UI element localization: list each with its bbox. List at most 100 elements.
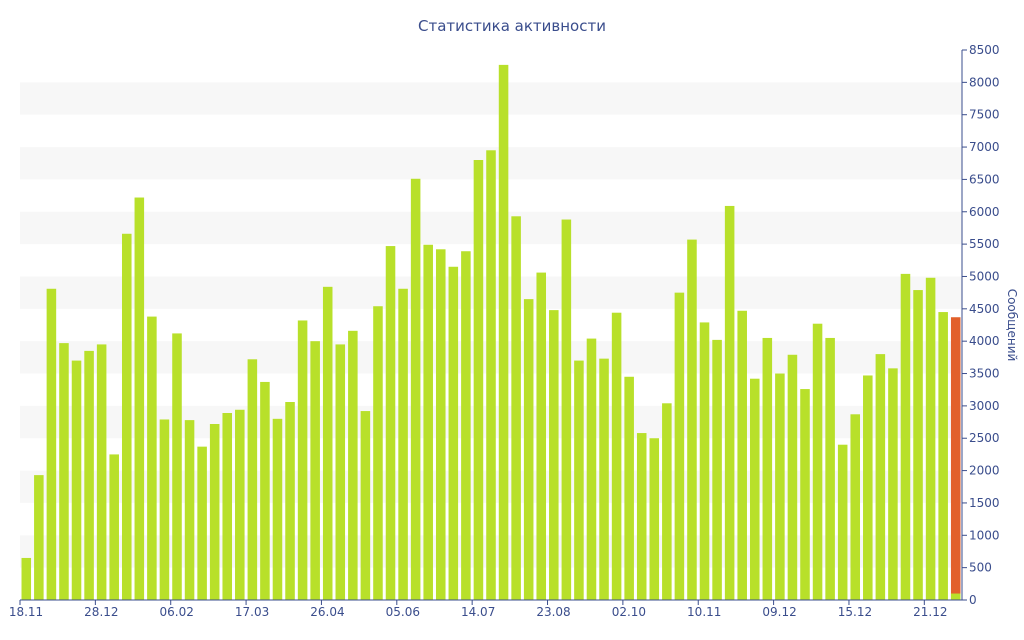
bar — [913, 290, 923, 600]
bar — [787, 354, 798, 600]
chart-title: Статистика активности — [418, 17, 606, 35]
bar — [586, 338, 597, 600]
y-tick-label: 1500 — [969, 496, 1000, 510]
x-axis-ticks: 18.11 28.12 06.02 17.03 26.04 05.06 14.07 23.08… — [9, 600, 947, 619]
bar — [134, 197, 145, 600]
bar — [825, 337, 835, 600]
y-tick-label: 7500 — [969, 108, 1000, 122]
bar — [373, 306, 383, 600]
x-tick-label: 05.06 — [386, 605, 420, 619]
bar — [121, 233, 132, 600]
bar — [235, 409, 245, 600]
bar — [624, 376, 634, 600]
bar — [310, 341, 320, 600]
bar — [247, 359, 258, 600]
y-tick-label: 5000 — [969, 269, 1000, 283]
bar — [297, 320, 308, 600]
bar — [611, 312, 622, 600]
bar — [687, 239, 697, 600]
bar — [335, 344, 346, 600]
bar — [385, 246, 396, 600]
bar — [800, 389, 810, 600]
bar — [360, 411, 371, 600]
x-tick-label: 10.11 — [687, 605, 721, 619]
bar — [34, 475, 44, 600]
bar — [523, 299, 534, 600]
y-axis-title: Сообщений — [1005, 289, 1019, 362]
x-tick-label: 14.07 — [461, 605, 495, 619]
bar — [423, 244, 433, 600]
x-tick-label: 26.04 — [310, 605, 344, 619]
y-tick-label: 1000 — [969, 528, 1000, 542]
bar — [59, 343, 69, 600]
current-period-bar-base — [950, 593, 961, 600]
y-tick-label: 6000 — [969, 205, 1000, 219]
x-tick-label: 23.08 — [536, 605, 570, 619]
bar — [724, 205, 735, 601]
x-tick-label: 15.12 — [838, 605, 872, 619]
bar — [473, 160, 484, 600]
bar — [938, 312, 948, 600]
bar — [699, 322, 710, 600]
grid-band — [20, 82, 962, 115]
bar — [812, 323, 823, 600]
bar — [561, 219, 572, 600]
y-tick-label: 6500 — [969, 172, 1000, 186]
bar — [737, 310, 747, 600]
bar — [925, 277, 936, 600]
bar — [159, 419, 170, 600]
bar — [21, 557, 32, 600]
bar — [172, 333, 182, 600]
bar — [674, 292, 685, 600]
y-tick-label: 4000 — [969, 334, 1000, 348]
bar — [322, 286, 333, 600]
bar — [649, 438, 660, 600]
y-tick-label: 500 — [969, 561, 992, 575]
bar — [749, 378, 760, 600]
y-tick-label: 2500 — [969, 431, 1000, 445]
bar — [410, 178, 421, 600]
bar — [863, 375, 873, 600]
bar — [875, 354, 886, 600]
bar — [197, 446, 207, 600]
bar — [71, 360, 82, 600]
bar — [599, 358, 609, 600]
bar — [348, 330, 358, 600]
y-tick-label: 8000 — [969, 75, 1000, 89]
bar — [184, 420, 195, 600]
bar — [498, 64, 509, 601]
bar — [888, 368, 898, 600]
y-tick-label: 0 — [969, 593, 977, 607]
bar-series — [21, 64, 961, 601]
y-tick-label: 4500 — [969, 302, 1000, 316]
bar — [398, 288, 408, 600]
bar — [96, 344, 107, 600]
x-tick-label: 18.11 — [9, 605, 43, 619]
bar — [461, 251, 471, 600]
bar — [147, 316, 157, 600]
bar — [272, 418, 283, 600]
x-tick-label: 21.12 — [913, 605, 947, 619]
bar — [486, 150, 496, 600]
bar — [636, 433, 647, 600]
bar — [448, 266, 459, 600]
x-tick-label: 06.02 — [160, 605, 194, 619]
bar — [549, 310, 559, 600]
bar — [850, 414, 861, 600]
x-tick-label: 17.03 — [235, 605, 269, 619]
bar — [536, 272, 547, 600]
y-tick-label: 3000 — [969, 399, 1000, 413]
y-tick-label: 8500 — [969, 43, 1000, 57]
x-tick-label: 28.12 — [84, 605, 118, 619]
bar — [109, 454, 119, 600]
bar — [900, 273, 911, 600]
bar — [762, 337, 773, 600]
x-tick-label: 09.12 — [762, 605, 796, 619]
bar — [84, 350, 94, 600]
y-tick-label: 7000 — [969, 140, 1000, 154]
y-tick-label: 2000 — [969, 464, 1000, 478]
bar — [209, 424, 220, 600]
bar — [222, 413, 233, 600]
bar — [46, 288, 57, 600]
bar — [511, 216, 521, 600]
